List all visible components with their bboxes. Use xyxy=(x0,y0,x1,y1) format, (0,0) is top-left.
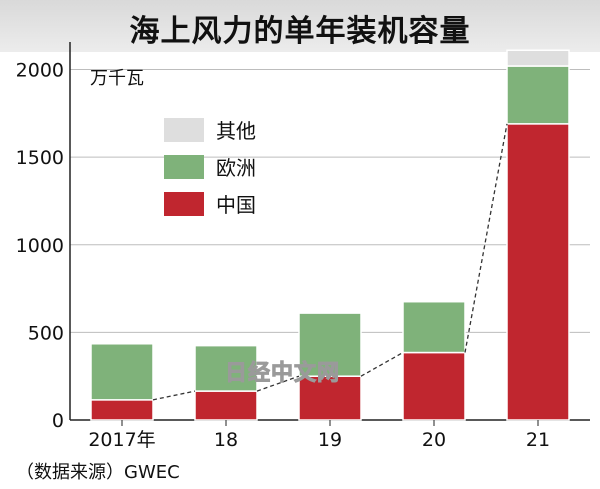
legend-swatch-欧洲 xyxy=(164,155,204,179)
x-tick-label-0: 2017年 xyxy=(88,429,155,451)
y-tick-label-0: 0 xyxy=(52,410,64,432)
bar-中国-0 xyxy=(90,399,154,421)
bar-欧洲-0 xyxy=(90,343,154,401)
bar-中国-1 xyxy=(194,390,258,421)
bar-其他-1 xyxy=(194,343,258,347)
legend-label-中国: 中国 xyxy=(216,193,256,217)
legend-swatch-其他 xyxy=(164,118,204,142)
y-tick-label-3: 1500 xyxy=(16,147,64,169)
source-note: （数据来源）GWEC xyxy=(16,462,180,483)
bar-中国-2 xyxy=(298,375,362,421)
y-tick-label-1: 500 xyxy=(28,322,64,344)
connector-line-0 xyxy=(152,390,196,401)
legend-label-其他: 其他 xyxy=(216,119,256,143)
bar-欧洲-3 xyxy=(402,300,466,354)
bar-中国-3 xyxy=(402,351,466,421)
bar-欧洲-1 xyxy=(194,344,258,392)
connector-line-1 xyxy=(256,375,300,392)
connector-line-2 xyxy=(360,351,404,377)
x-tick-label-2: 19 xyxy=(318,429,342,451)
x-tick-label-3: 20 xyxy=(422,429,446,451)
legend-label-欧洲: 欧洲 xyxy=(216,156,256,180)
chart-title: 海上风力的单年装机容量 xyxy=(129,14,471,49)
y-tick-label-4: 2000 xyxy=(16,60,64,82)
y-axis-unit-label: 万千瓦 xyxy=(90,68,144,89)
watermark-text: 日经中文网 xyxy=(225,360,340,386)
legend-swatch-中国 xyxy=(164,192,204,216)
bar-欧洲-2 xyxy=(298,312,362,377)
bar-其他-4 xyxy=(506,49,570,67)
bar-中国-4 xyxy=(506,123,570,421)
y-tick-label-2: 1000 xyxy=(16,235,64,257)
connector-line-3 xyxy=(464,123,508,353)
bar-欧洲-4 xyxy=(506,65,570,125)
x-tick-label-1: 18 xyxy=(214,429,238,451)
x-tick-label-4: 21 xyxy=(526,429,550,451)
title-band xyxy=(0,0,600,52)
